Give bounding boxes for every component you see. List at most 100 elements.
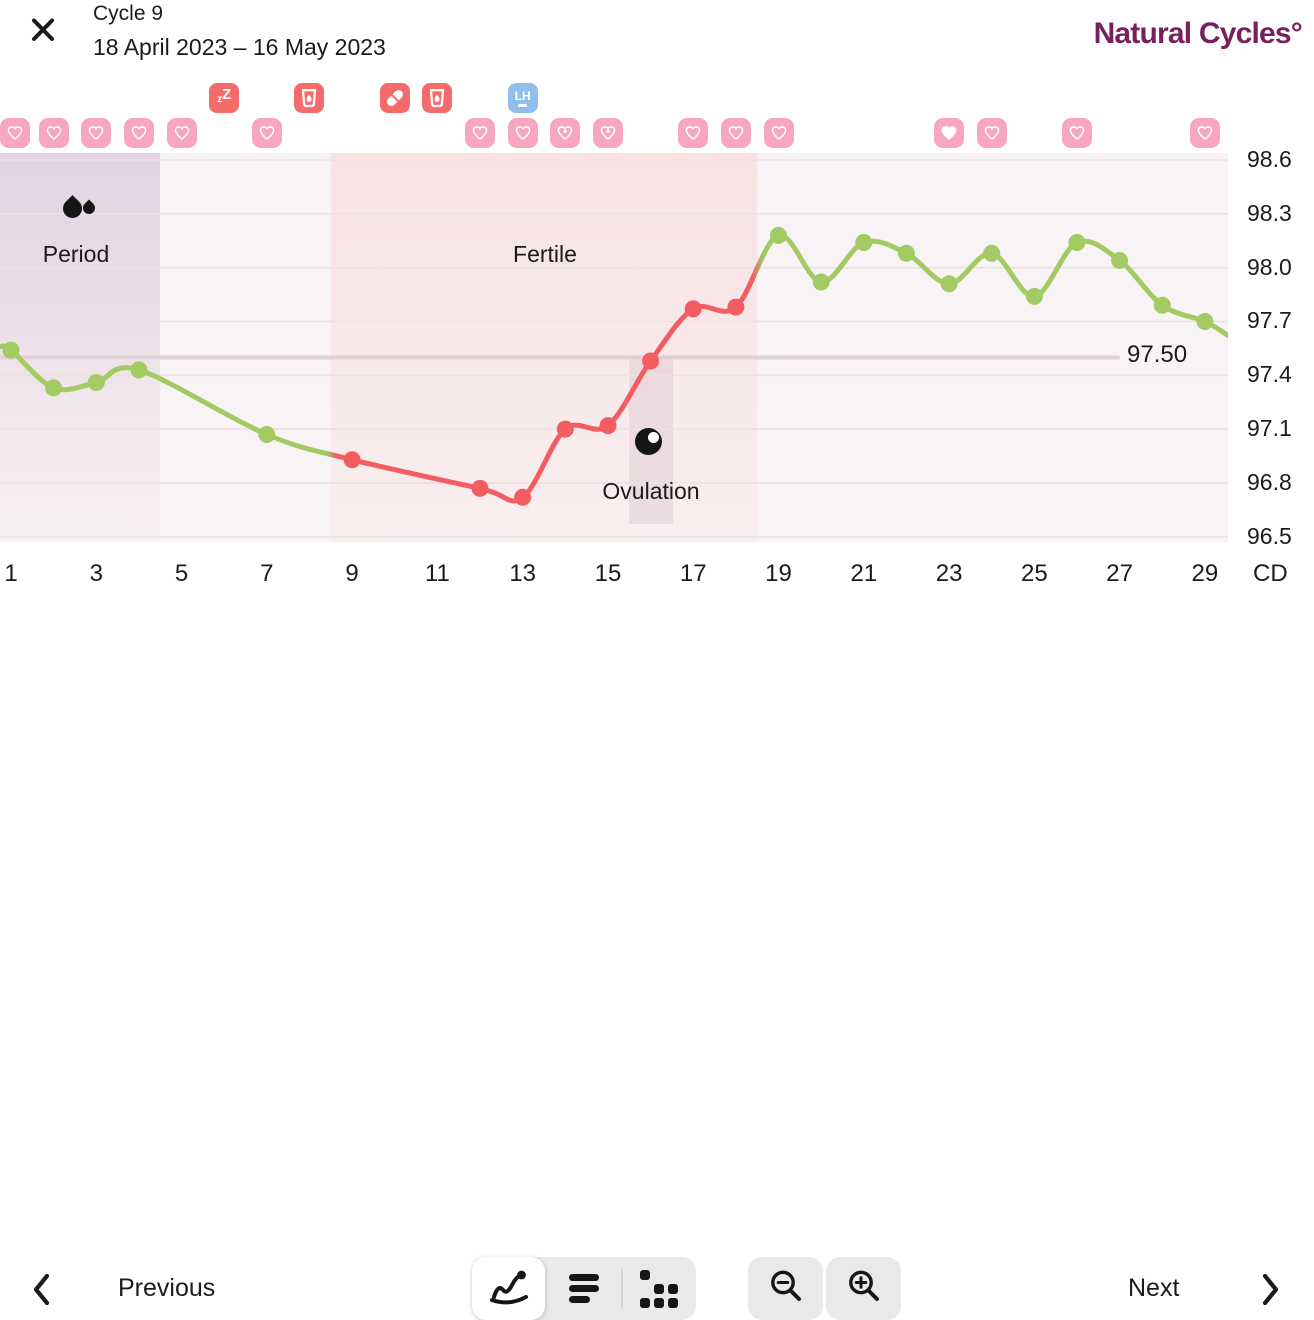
fertile-region (331, 153, 758, 542)
x-tick-label: 5 (174, 560, 189, 587)
heart-icon (88, 126, 104, 141)
temperature-point-day-26 (1068, 234, 1086, 251)
chart-view-switcher (472, 1257, 696, 1320)
heart-icon (771, 126, 786, 141)
heart-icon (685, 126, 701, 141)
temperature-point-day-29 (1196, 313, 1214, 330)
list-bars-icon (568, 1274, 599, 1303)
sex-log-heart-outline[interactable] (1062, 118, 1092, 148)
y-tick-label: 97.1 (1247, 415, 1292, 442)
heart-icon (728, 126, 744, 141)
temperature-line-plot (0, 159, 1228, 538)
temperature-point-day-18 (727, 298, 745, 316)
sex-log-heart-outline[interactable] (251, 118, 282, 148)
temperature-point-day-7 (258, 426, 276, 443)
sex-log-heart-outline[interactable] (0, 118, 30, 148)
list-view-button[interactable] (547, 1257, 620, 1320)
temperature-point-day-15 (599, 417, 617, 435)
chevron-left-icon (30, 1273, 54, 1311)
sex-log-heart-outline[interactable] (123, 118, 154, 148)
temperature-point-day-17 (684, 300, 702, 318)
next-button-chevron[interactable] (1258, 1272, 1282, 1311)
x-tick-label: 23 (935, 560, 963, 587)
ovulation-label: Ovulation (602, 478, 700, 504)
temperature-point-day-3 (87, 374, 105, 391)
heart-icon (46, 126, 61, 141)
period-label: Period (42, 241, 110, 267)
close-button[interactable] (24, 12, 62, 50)
pill-event-button[interactable] (379, 83, 410, 113)
heart-icon (472, 126, 488, 141)
line-view-button[interactable] (472, 1257, 546, 1320)
cup-event-button[interactable] (422, 83, 453, 113)
coverline-value: 97.50 (1127, 341, 1188, 368)
temperature-point-day-14 (556, 420, 574, 438)
sex-log-heart-outline[interactable] (720, 118, 751, 148)
zoom-out-button[interactable] (748, 1257, 823, 1320)
temperature-point-day-12 (471, 479, 489, 497)
close-icon (28, 18, 58, 48)
line-chart-icon (487, 1266, 531, 1311)
heart-icon (600, 126, 616, 141)
sex-log-heart-outline[interactable] (1189, 118, 1220, 148)
sex-log-heart-outline[interactable] (166, 118, 197, 148)
heart-icon (174, 126, 189, 141)
cup-icon (294, 83, 324, 113)
heart-icon (259, 126, 275, 141)
next-button[interactable]: Next (1128, 1274, 1180, 1302)
x-tick-label: 19 (765, 560, 792, 587)
temperature-point-day-16 (642, 352, 660, 370)
sex-log-heart-filled[interactable] (934, 118, 965, 148)
previous-button-chevron[interactable] (30, 1272, 54, 1311)
x-tick-label: 15 (594, 560, 622, 587)
natural-cycles-logo: Natural Cycles° (1093, 17, 1303, 50)
x-tick-label: 29 (1191, 560, 1219, 587)
heart-icon (557, 126, 573, 141)
heart-icon (984, 126, 1000, 141)
x-tick-label: 27 (1106, 560, 1133, 587)
x-tick-label: 7 (260, 560, 274, 587)
grid-view-button[interactable] (623, 1257, 696, 1320)
temperature-point-day-9 (343, 451, 361, 469)
heart-icon (131, 126, 147, 141)
zoom-in-button[interactable] (826, 1257, 901, 1320)
sex-log-heart-outline[interactable] (81, 118, 112, 148)
y-tick-label: 98.6 (1247, 146, 1292, 172)
chevron-right-icon (1258, 1273, 1282, 1311)
page-title: Cycle 9 (93, 2, 164, 25)
sex-log-heart-outline[interactable] (507, 118, 538, 148)
y-tick-label: 97.4 (1247, 361, 1292, 388)
sex-log-heart-outline[interactable] (38, 118, 69, 148)
x-tick-label: 17 (679, 560, 707, 587)
sex-log-heart-protected[interactable] (592, 118, 623, 148)
y-tick-label: 98.3 (1247, 199, 1292, 226)
temperature-chart: Period Fertile Ovulation 97.50 (0, 153, 1228, 542)
cup-event-button[interactable] (294, 83, 325, 113)
sex-log-heart-protected[interactable] (550, 118, 581, 148)
sex-log-heart-outline[interactable] (763, 118, 794, 148)
zoom-out-icon (767, 1268, 805, 1309)
temperature-point-day-13 (514, 488, 532, 506)
ovulation-egg-icon (635, 428, 662, 455)
zoom-in-icon (845, 1268, 883, 1309)
sex-log-heart-outline[interactable] (678, 118, 709, 148)
temperature-point-day-2 (45, 379, 63, 397)
cup-icon (422, 83, 452, 113)
heart-icon (1197, 126, 1213, 141)
cycle-date-range: 18 April 2023 – 16 May 2023 (93, 34, 386, 60)
y-tick-label: 96.5 (1247, 522, 1292, 549)
temperature-point-day-28 (1153, 296, 1171, 314)
sex-log-heart-outline[interactable] (465, 118, 496, 148)
temperature-point-day-1 (2, 341, 20, 359)
lh-test-event-button[interactable]: LH (507, 83, 538, 113)
heart-icon (7, 126, 23, 141)
sex-log-heart-outline[interactable] (976, 118, 1007, 148)
pill-icon (380, 83, 410, 113)
x-axis-unit-label: CD (1253, 560, 1288, 587)
y-tick-label: 96.8 (1247, 468, 1292, 495)
fertile-label: Fertile (513, 241, 577, 267)
previous-button[interactable]: Previous (118, 1274, 216, 1302)
temperature-point-day-22 (897, 244, 915, 262)
